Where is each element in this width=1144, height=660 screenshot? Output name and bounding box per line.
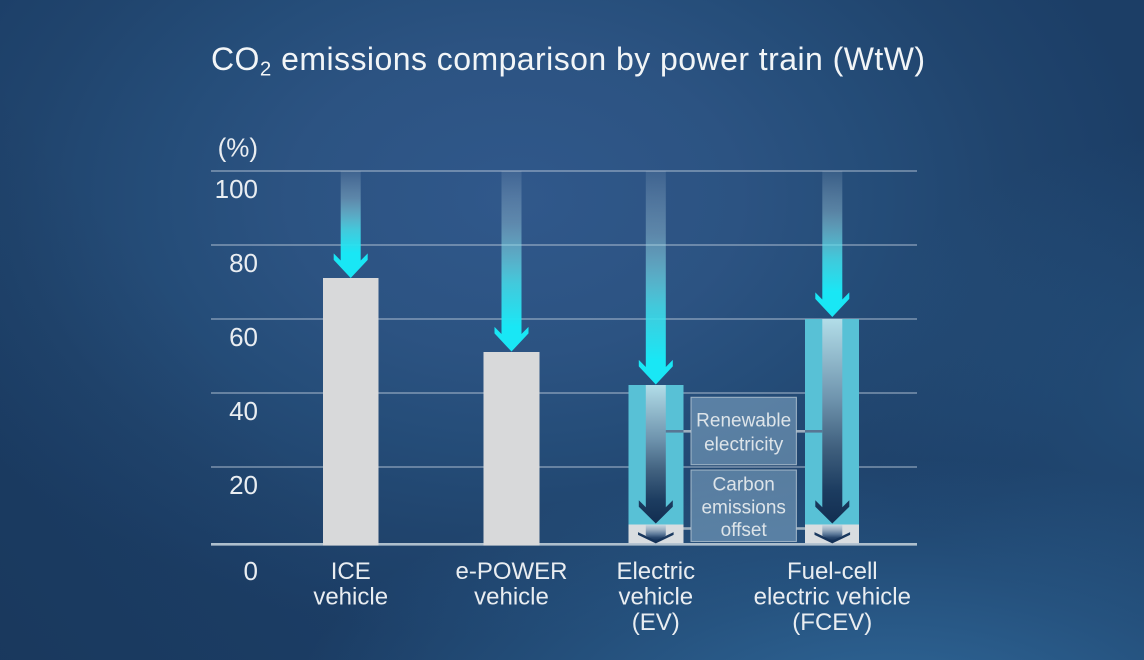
svg-text:emissions: emissions [701,497,785,518]
svg-text:vehicle: vehicle [618,583,693,610]
svg-text:Electric: Electric [616,558,695,585]
svg-text:(%): (%) [218,133,258,163]
svg-text:(EV): (EV) [632,609,680,636]
svg-text:vehicle: vehicle [474,583,549,610]
svg-text:(FCEV): (FCEV) [792,609,872,636]
svg-text:electric vehicle: electric vehicle [754,583,911,610]
svg-text:electricity: electricity [704,434,784,455]
svg-text:ICE: ICE [331,558,371,585]
svg-text:0: 0 [244,556,258,586]
svg-text:60: 60 [229,322,258,352]
svg-text:e-POWER: e-POWER [455,558,567,585]
svg-text:vehicle: vehicle [313,583,388,610]
svg-text:CO2 emissions comparison by po: CO2 emissions comparison by power train … [211,41,926,81]
svg-text:100: 100 [215,174,258,204]
svg-text:40: 40 [229,396,258,426]
svg-text:Carbon: Carbon [713,475,775,496]
svg-text:Renewable: Renewable [696,410,791,431]
svg-text:20: 20 [229,470,258,500]
svg-text:80: 80 [229,248,258,278]
svg-text:offset: offset [721,520,768,541]
svg-text:Fuel-cell: Fuel-cell [787,558,878,585]
